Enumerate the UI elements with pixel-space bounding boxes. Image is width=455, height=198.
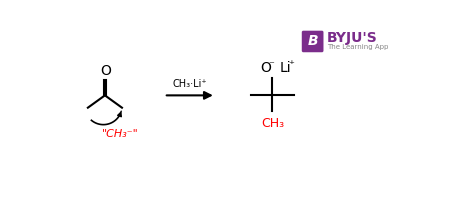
Text: Li: Li — [280, 61, 292, 75]
Text: CH₃·Li⁺: CH₃·Li⁺ — [172, 79, 207, 89]
Text: O: O — [100, 64, 111, 78]
Text: ⁺: ⁺ — [288, 60, 294, 70]
Text: BYJU'S: BYJU'S — [327, 31, 377, 45]
FancyBboxPatch shape — [302, 31, 324, 52]
Text: O: O — [261, 61, 272, 75]
Text: ⁻: ⁻ — [268, 60, 274, 70]
Text: B: B — [307, 34, 318, 49]
Text: The Learning App: The Learning App — [327, 44, 388, 50]
Text: "CH₃⁻": "CH₃⁻" — [102, 129, 139, 139]
Text: CH₃: CH₃ — [261, 117, 284, 130]
